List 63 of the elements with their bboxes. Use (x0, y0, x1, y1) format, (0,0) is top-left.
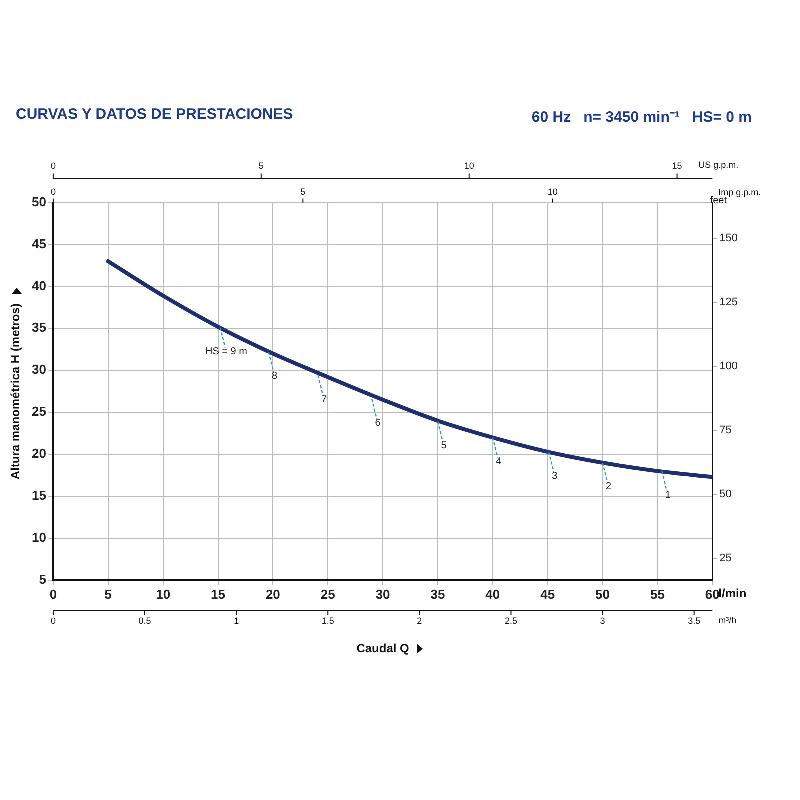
x2-tick-label: 5 (258, 160, 264, 171)
text: 3.5 (688, 616, 701, 626)
text: 0.5 (138, 616, 152, 626)
x-tick-label: 35 (430, 586, 446, 602)
y-tick-label: 40 (32, 278, 46, 294)
y-tick-label: 5 (39, 572, 46, 587)
chart-title: CURVAS Y DATOS DE PRESTACIONES (16, 106, 294, 123)
x-tick-label: 40 (486, 586, 500, 602)
y-tick-label: 30 (32, 362, 46, 378)
chart-subtitle: 60 Hz n= 3450 min⁻¹ HS= 0 m (532, 108, 752, 126)
text: 2 (417, 616, 422, 626)
x2-tick-label: 10 (464, 160, 474, 171)
y2-tick-label: 25 (720, 552, 732, 564)
y-tick-label: 15 (32, 488, 46, 504)
y2-tick-label: 125 (720, 296, 738, 309)
text: Imp g.p.m. (718, 187, 762, 198)
text: 0 (50, 186, 56, 197)
x-tick-label: 5 (104, 586, 112, 602)
y-tick-label: 45 (32, 236, 46, 252)
text: 3 (600, 616, 606, 626)
annotation: 3 (552, 470, 558, 482)
y2-tick-label: 75 (720, 424, 732, 437)
x-tick-label: 20 (266, 586, 280, 602)
x-tick-label: 0 (50, 586, 58, 602)
text: l/min (718, 586, 747, 601)
x-axis-title: Caudal Q (356, 641, 410, 656)
x-tick-label: 60 (705, 586, 720, 602)
y-tick-label: 50 (32, 194, 46, 210)
x-tick-label: 10 (156, 586, 171, 602)
x2-tick-label: 0 (50, 160, 56, 171)
text: 2.5 (504, 616, 518, 626)
x2-axis-title: US g.p.m. (698, 160, 739, 170)
y-tick-label: 35 (32, 320, 46, 336)
text: 0 (50, 616, 56, 626)
y2-axis-title: feet (710, 196, 728, 207)
annotation: 5 (441, 440, 448, 452)
annotation: 4 (496, 456, 502, 468)
text: 1 (234, 616, 240, 626)
annotation: HS = 9 m (205, 346, 248, 358)
x-tick-label: 45 (540, 586, 556, 602)
annotation: 1 (665, 490, 672, 502)
x-tick-label: 15 (211, 586, 226, 602)
text: m³/h (718, 615, 737, 626)
text: 5 (300, 186, 306, 197)
annotation: 8 (272, 370, 278, 382)
y2-tick-label: 150 (720, 232, 738, 245)
annotation: 2 (606, 482, 612, 493)
x2-tick-label: 15 (672, 160, 682, 171)
y-tick-label: 20 (32, 446, 46, 462)
annotation: 7 (321, 394, 328, 406)
x-tick-label: 55 (650, 586, 665, 602)
y-tick-label: 25 (32, 404, 46, 420)
y-axis-title: Altura manométrica H (metros) (8, 304, 22, 480)
x-tick-label: 30 (376, 586, 390, 602)
line-series (106, 260, 713, 480)
y2-tick-label: 100 (720, 360, 738, 373)
y2-tick-label: 50 (720, 488, 732, 500)
text: 1.5 (322, 616, 334, 626)
y-tick-label: 10 (32, 530, 46, 546)
x-tick-label: 25 (320, 586, 336, 602)
text: 10 (548, 186, 558, 197)
annotation: 6 (375, 418, 382, 429)
x-tick-label: 50 (596, 586, 610, 602)
